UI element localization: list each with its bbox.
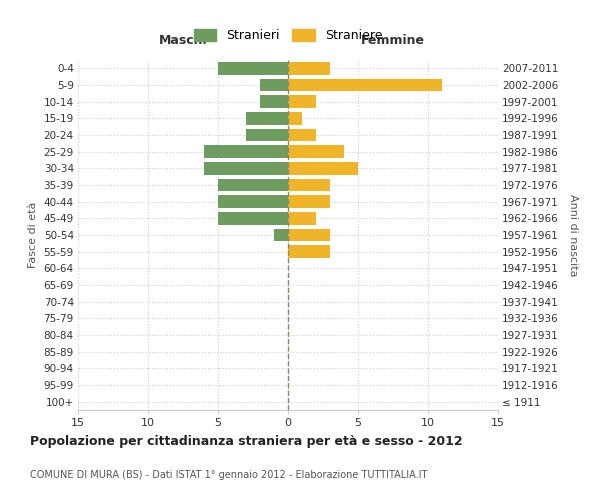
Bar: [288, 162, 358, 174]
Bar: [218, 62, 288, 74]
Bar: [260, 79, 288, 92]
Bar: [288, 196, 330, 208]
Y-axis label: Fasce di età: Fasce di età: [28, 202, 38, 268]
Bar: [288, 212, 316, 224]
Bar: [288, 96, 316, 108]
Bar: [288, 229, 330, 241]
Bar: [288, 146, 344, 158]
Bar: [204, 162, 288, 174]
Bar: [288, 179, 330, 192]
Text: Maschi: Maschi: [158, 34, 208, 46]
Bar: [288, 62, 330, 74]
Bar: [288, 246, 330, 258]
Bar: [246, 129, 288, 141]
Text: Femmine: Femmine: [361, 34, 425, 46]
Bar: [218, 179, 288, 192]
Bar: [288, 112, 302, 124]
Bar: [274, 229, 288, 241]
Bar: [246, 112, 288, 124]
Bar: [218, 196, 288, 208]
Bar: [288, 79, 442, 92]
Text: Popolazione per cittadinanza straniera per età e sesso - 2012: Popolazione per cittadinanza straniera p…: [30, 435, 463, 448]
Y-axis label: Anni di nascita: Anni di nascita: [568, 194, 578, 276]
Text: COMUNE DI MURA (BS) - Dati ISTAT 1° gennaio 2012 - Elaborazione TUTTITALIA.IT: COMUNE DI MURA (BS) - Dati ISTAT 1° genn…: [30, 470, 427, 480]
Bar: [218, 212, 288, 224]
Bar: [204, 146, 288, 158]
Bar: [288, 129, 316, 141]
Bar: [260, 96, 288, 108]
Legend: Stranieri, Straniere: Stranieri, Straniere: [189, 24, 387, 48]
